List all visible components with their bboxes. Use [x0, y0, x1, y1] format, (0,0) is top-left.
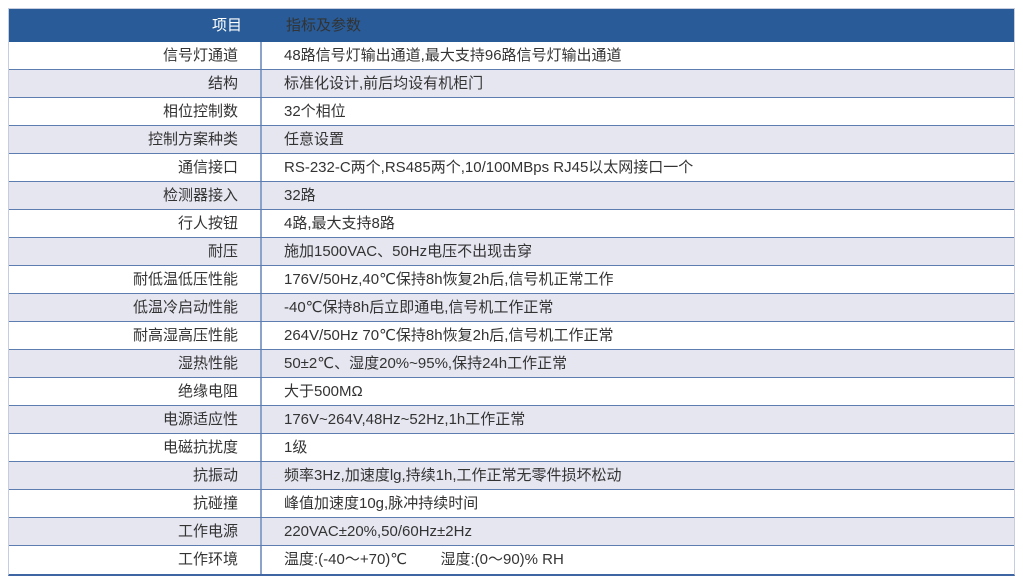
row-value: 220VAC±20%,50/60Hz±2Hz [284, 523, 472, 540]
row-value: RS-232-C两个,RS485两个,10/100MBps RJ45以太网接口一… [284, 159, 694, 176]
row-value: 50±2℃、湿度20%~95%,保持24h工作正常 [284, 355, 568, 372]
row-label: 耐低温低压性能 [9, 266, 262, 293]
row-label: 行人按钮 [9, 210, 262, 237]
row-value: 264V/50Hz 70℃保持8h恢复2h后,信号机工作正常 [284, 327, 614, 344]
table-row: 相位控制数 32个相位 [9, 98, 1014, 126]
table-row: 电磁抗扰度 1级 [9, 434, 1014, 462]
row-value: 温度:(-40～+70)℃ 湿度:(0～90)% RH [284, 551, 564, 568]
row-value: 标准化设计,前后均设有机柜门 [284, 75, 484, 92]
table-row: 结构 标准化设计,前后均设有机柜门 [9, 70, 1014, 98]
table-row: 湿热性能 50±2℃、湿度20%~95%,保持24h工作正常 [9, 350, 1014, 378]
table-row: 通信接口 RS-232-C两个,RS485两个,10/100MBps RJ45以… [9, 154, 1014, 182]
row-label: 信号灯通道 [9, 42, 262, 69]
row-label: 耐压 [9, 238, 262, 265]
row-label: 工作电源 [9, 518, 262, 545]
table-row: 工作环境 温度:(-40～+70)℃ 湿度:(0～90)% RH [9, 546, 1014, 574]
row-label: 抗碰撞 [9, 490, 262, 517]
row-value: -40℃保持8h后立即通电,信号机工作正常 [284, 299, 554, 316]
table-row: 信号灯通道 48路信号灯输出通道,最大支持96路信号灯输出通道 [9, 42, 1014, 70]
row-label: 控制方案种类 [9, 126, 262, 153]
row-label: 相位控制数 [9, 98, 262, 125]
table-row: 耐低温低压性能 176V/50Hz,40℃保持8h恢复2h后,信号机正常工作 [9, 266, 1014, 294]
table-row: 行人按钮 4路,最大支持8路 [9, 210, 1014, 238]
row-label: 结构 [9, 70, 262, 97]
table-row: 低温冷启动性能 -40℃保持8h后立即通电,信号机工作正常 [9, 294, 1014, 322]
row-value: 频率3Hz,加速度lg,持续1h,工作正常无零件损坏松动 [284, 467, 622, 484]
column-header-params: 指标及参数 [286, 17, 362, 34]
table-header-row: 项目 指标及参数 [9, 9, 1014, 42]
table-row: 抗振动 频率3Hz,加速度lg,持续1h,工作正常无零件损坏松动 [9, 462, 1014, 490]
row-value: 176V~264V,48Hz~52Hz,1h工作正常 [284, 411, 526, 428]
table-row: 控制方案种类 任意设置 [9, 126, 1014, 154]
row-value: 大于500MΩ [284, 383, 363, 400]
row-label: 绝缘电阻 [9, 378, 262, 405]
table-row: 抗碰撞 峰值加速度10g,脉冲持续时间 [9, 490, 1014, 518]
table-body: 信号灯通道 48路信号灯输出通道,最大支持96路信号灯输出通道 结构 标准化设计… [9, 42, 1014, 574]
row-label: 通信接口 [9, 154, 262, 181]
row-value: 32个相位 [284, 103, 346, 120]
table-row: 耐高湿高压性能 264V/50Hz 70℃保持8h恢复2h后,信号机工作正常 [9, 322, 1014, 350]
table-row: 工作电源 220VAC±20%,50/60Hz±2Hz [9, 518, 1014, 546]
row-label: 低温冷启动性能 [9, 294, 262, 321]
row-label: 湿热性能 [9, 350, 262, 377]
row-value: 1级 [284, 439, 308, 456]
row-label: 工作环境 [9, 546, 262, 574]
table-row: 检测器接入 32路 [9, 182, 1014, 210]
row-value: 48路信号灯输出通道,最大支持96路信号灯输出通道 [284, 47, 622, 64]
row-value: 任意设置 [284, 131, 345, 148]
row-label: 耐高湿高压性能 [9, 322, 262, 349]
row-value: 32路 [284, 187, 316, 204]
row-value: 峰值加速度10g,脉冲持续时间 [284, 495, 479, 512]
table-row: 电源适应性 176V~264V,48Hz~52Hz,1h工作正常 [9, 406, 1014, 434]
row-label: 抗振动 [9, 462, 262, 489]
row-value: 176V/50Hz,40℃保持8h恢复2h后,信号机正常工作 [284, 271, 614, 288]
spec-table: 项目 指标及参数 信号灯通道 48路信号灯输出通道,最大支持96路信号灯输出通道… [8, 8, 1015, 576]
row-label: 电磁抗扰度 [9, 434, 262, 461]
row-value: 施加1500VAC、50Hz电压不出现击穿 [284, 243, 533, 260]
row-label: 检测器接入 [9, 182, 262, 209]
column-header-item: 项目 [211, 17, 242, 34]
row-label: 电源适应性 [9, 406, 262, 433]
table-row: 耐压 施加1500VAC、50Hz电压不出现击穿 [9, 238, 1014, 266]
row-value: 4路,最大支持8路 [284, 215, 395, 232]
table-row: 绝缘电阻 大于500MΩ [9, 378, 1014, 406]
